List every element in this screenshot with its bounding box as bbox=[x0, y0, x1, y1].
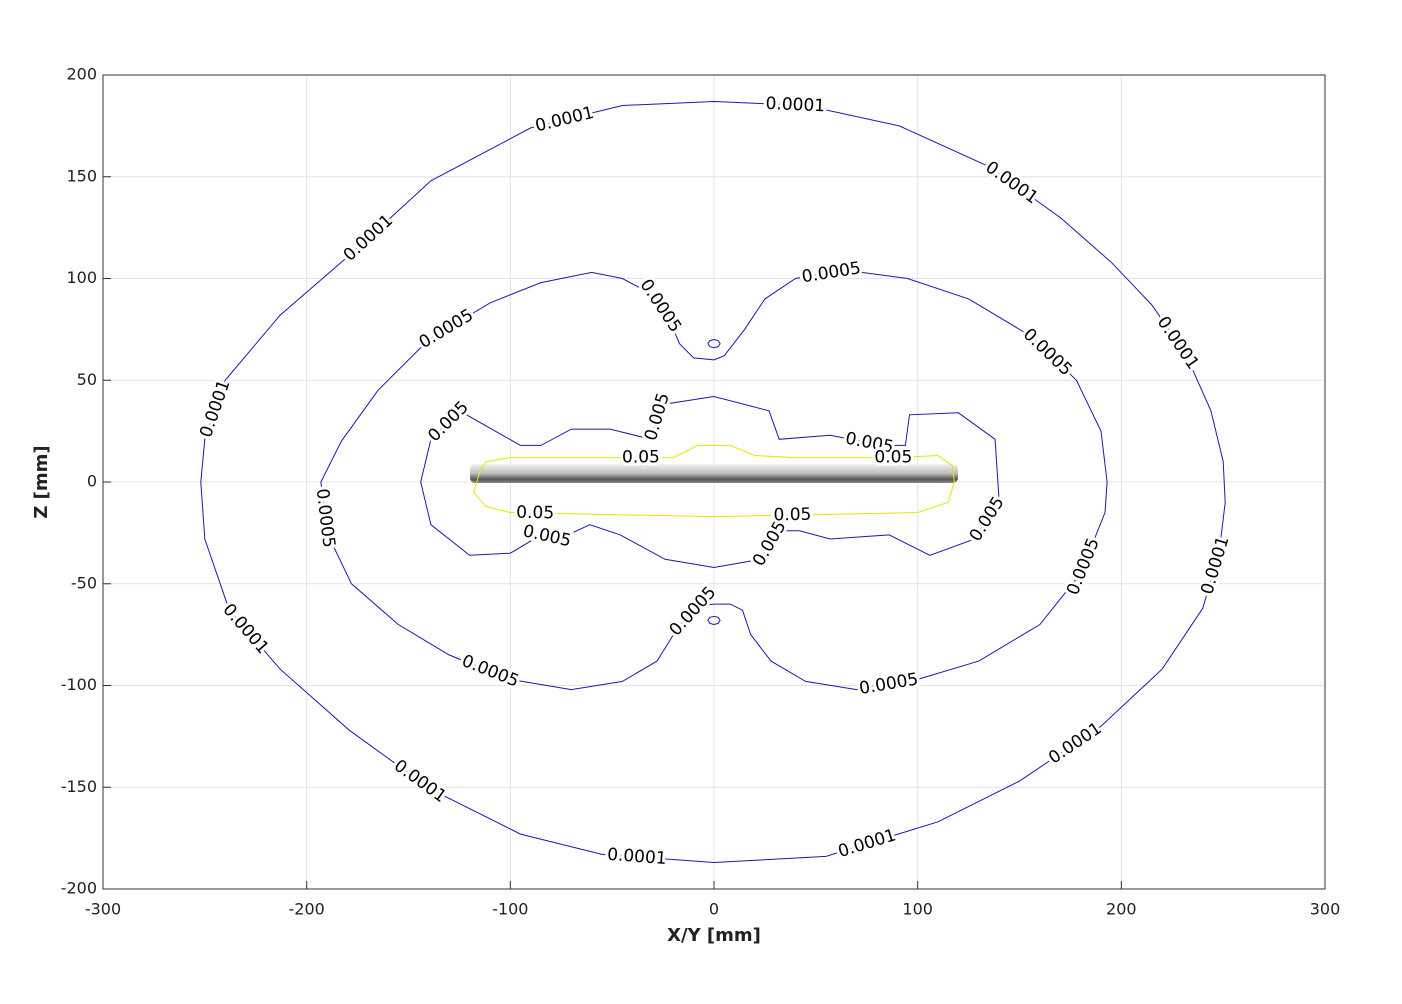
contour-label: 0.05 bbox=[516, 503, 554, 524]
contour-line bbox=[200, 101, 1226, 864]
y-tick-label: -150 bbox=[61, 777, 97, 796]
y-tick-label: 50 bbox=[77, 370, 97, 389]
contour-label: 0.05 bbox=[773, 505, 811, 526]
contour-line bbox=[707, 339, 721, 349]
contour-line bbox=[420, 395, 1000, 569]
x-axis-label: X/Y [mm] bbox=[667, 925, 761, 946]
device bbox=[470, 464, 958, 483]
x-tick-label: -300 bbox=[85, 900, 121, 919]
x-tick-label: -100 bbox=[492, 900, 528, 919]
y-tick-label: -200 bbox=[61, 879, 97, 898]
x-tick-label: 0 bbox=[709, 900, 719, 919]
contour-line bbox=[320, 269, 1108, 691]
contour-line bbox=[473, 444, 955, 518]
y-tick-label: -50 bbox=[71, 573, 97, 592]
y-tick-label: 150 bbox=[66, 166, 97, 185]
y-tick-label: 100 bbox=[66, 268, 97, 287]
x-tick-label: 100 bbox=[902, 900, 933, 919]
x-tick-label: -200 bbox=[289, 900, 325, 919]
x-tick-label: 200 bbox=[1106, 900, 1137, 919]
contour-line bbox=[707, 615, 721, 626]
contour-label: 0.0001 bbox=[606, 845, 667, 869]
y-axis-label: Z [mm] bbox=[31, 445, 52, 518]
y-tick-label: 200 bbox=[66, 65, 97, 84]
x-tick-label: 300 bbox=[1310, 900, 1341, 919]
contour-label: 0.05 bbox=[874, 448, 912, 468]
contour-label: 0.05 bbox=[622, 448, 660, 468]
y-tick-label: -100 bbox=[61, 675, 97, 694]
contour-label: 0.0001 bbox=[765, 94, 825, 117]
y-tick-label: 0 bbox=[87, 472, 97, 491]
